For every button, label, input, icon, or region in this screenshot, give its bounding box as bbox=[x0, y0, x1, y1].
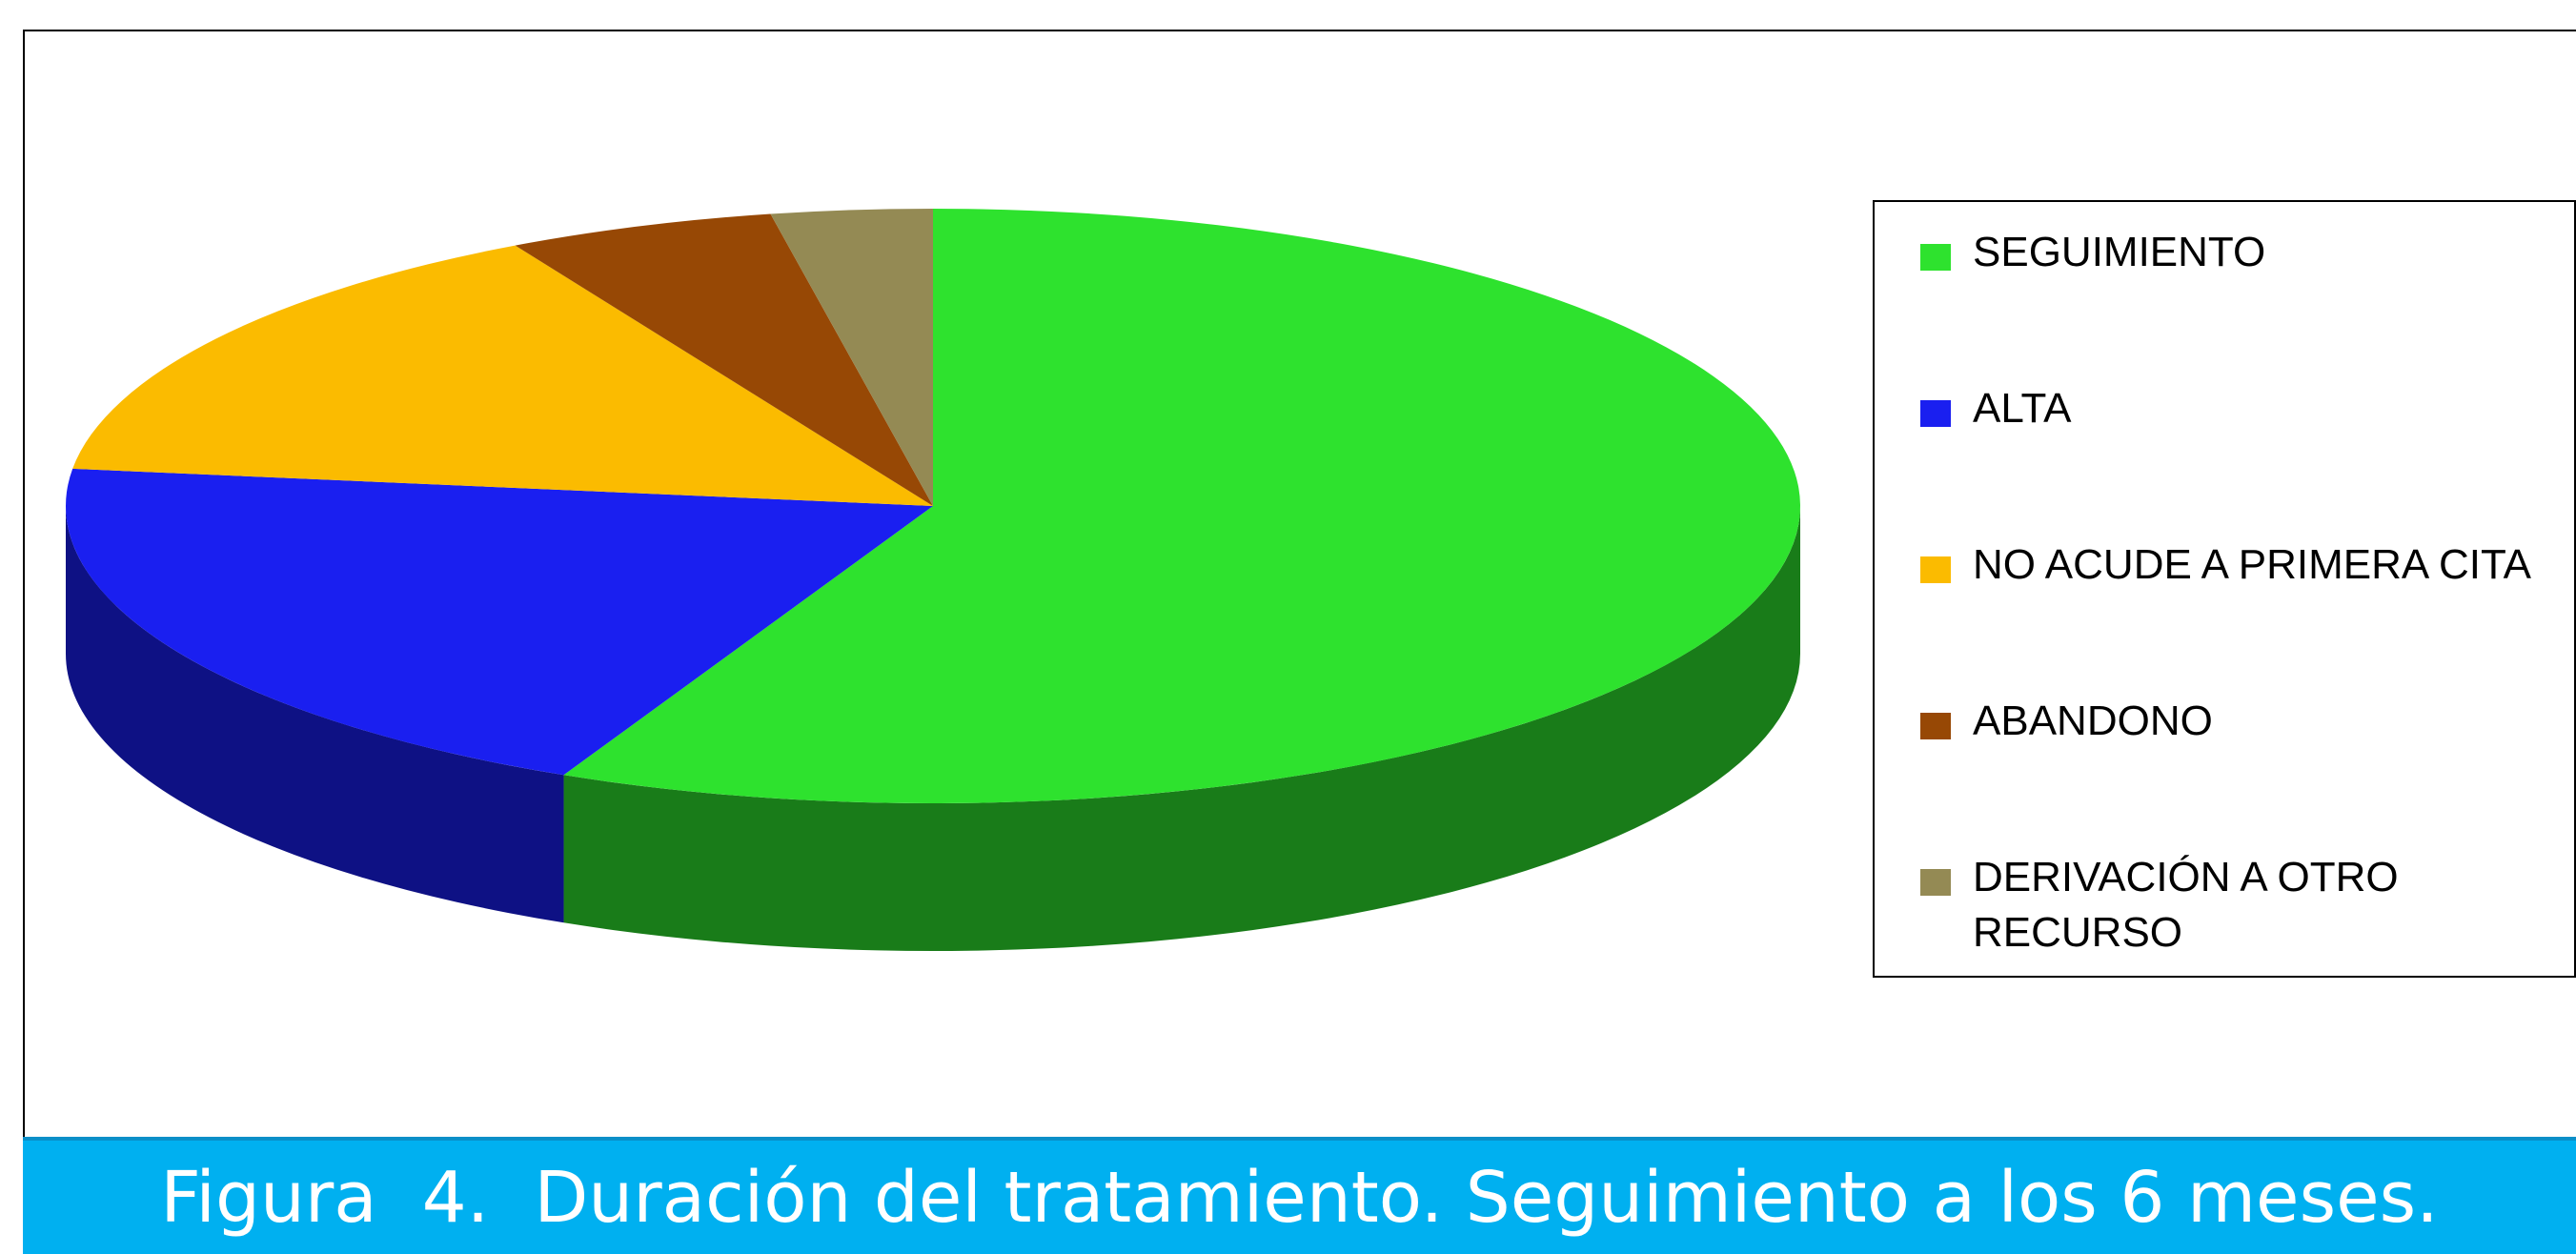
legend-entry: NO ACUDE A PRIMERA CITA bbox=[1875, 537, 2574, 694]
legend-label: SEGUIMIENTO bbox=[1973, 229, 2266, 275]
frame bbox=[23, 30, 2576, 1139]
legend-label: NO ACUDE A PRIMERA CITA bbox=[1973, 541, 2531, 588]
legend-entry: ALTA bbox=[1875, 381, 2574, 537]
caption-bar: Figura 4. Duración del tratamiento. Segu… bbox=[23, 1137, 2576, 1254]
legend-label: ALTA bbox=[1973, 385, 2072, 432]
legend: SEGUIMIENTO ALTA NO ACUDE A PRIMERA CITA AB… bbox=[1873, 200, 2576, 978]
chart bbox=[66, 209, 1801, 952]
pie-slice bbox=[563, 209, 1801, 803]
legend-swatch bbox=[1920, 400, 1951, 427]
chart-title: Figura 4. Duración del tratamiento. Segu… bbox=[160, 1156, 2439, 1239]
legend-entry: ABANDONO bbox=[1875, 694, 2574, 850]
legend-swatch bbox=[1920, 244, 1951, 271]
pie-slice bbox=[72, 245, 934, 506]
legend-swatch bbox=[1920, 713, 1951, 739]
legend-label: ABANDONO bbox=[1973, 698, 2213, 744]
pie-side bbox=[66, 506, 564, 923]
pie-slice bbox=[515, 213, 933, 507]
legend-entry: SEGUIMIENTO bbox=[1875, 225, 2574, 381]
pie-slice bbox=[770, 209, 933, 506]
legend-swatch bbox=[1920, 556, 1951, 583]
legend-entry: DERIVACIÓN A OTRO RECURSO bbox=[1875, 850, 2574, 1006]
legend-label: DERIVACIÓN A OTRO RECURSO bbox=[1973, 854, 2399, 956]
pie-slice bbox=[66, 468, 933, 776]
legend-swatch bbox=[1920, 869, 1951, 896]
pie-side bbox=[563, 506, 1801, 952]
